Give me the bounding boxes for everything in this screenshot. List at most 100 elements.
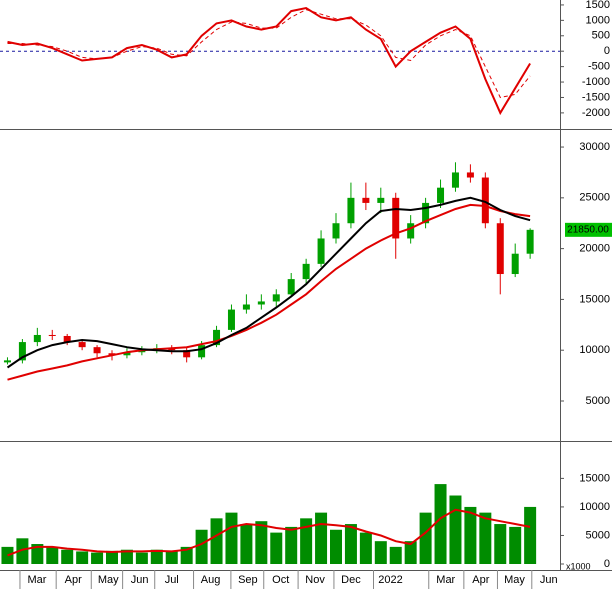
y-tick-label: -500 [588, 61, 610, 73]
candle-body [138, 350, 146, 353]
volume-bar [46, 546, 59, 564]
y-tick-label: 1000 [586, 14, 610, 26]
candle-body [377, 197, 385, 203]
candle-body [242, 304, 250, 310]
volume-bar [135, 552, 148, 564]
x-tick-label: Jun [131, 574, 149, 586]
unit-label: x1000 [566, 561, 591, 571]
volume-bar [106, 550, 118, 564]
candle-body [257, 301, 265, 305]
volume-bar [494, 524, 507, 564]
volume-bar [165, 551, 178, 564]
x-tick-label: Mar [27, 574, 46, 586]
candle-body [362, 197, 370, 203]
volume-bar [374, 541, 387, 564]
volume-bar [359, 532, 372, 564]
candle-body [3, 360, 11, 363]
x-tick-label: Dec [341, 574, 361, 586]
y-tick-label: 15000 [579, 293, 610, 305]
x-tick-label: Jul [165, 574, 179, 586]
candle-body [78, 342, 86, 348]
x-tick-label: Apr [65, 574, 82, 586]
volume-bar [270, 532, 283, 564]
line-series [6, 196, 531, 369]
y-tick-label: 500 [592, 30, 610, 42]
x-tick-label: Nov [305, 574, 325, 586]
volume-bar [344, 524, 357, 564]
volume-bar [210, 518, 223, 564]
candle-body [332, 223, 340, 239]
candle-body [437, 187, 445, 203]
volume-bar [120, 549, 133, 564]
candle-body [18, 342, 26, 361]
volume-bar [449, 495, 462, 564]
candle-body [481, 177, 489, 224]
candle-body [108, 353, 116, 356]
line-series [7, 6, 531, 116]
x-tick-label: Apr [472, 574, 489, 586]
candle-body [93, 347, 101, 354]
candle-body [392, 197, 400, 239]
volume-bar [419, 512, 432, 564]
x-tick-label: May [504, 574, 525, 586]
x-tick-label: Oct [272, 574, 289, 586]
candle-body [272, 294, 280, 302]
y-tick-label: 5000 [586, 395, 610, 407]
y-tick-label: 10000 [579, 501, 610, 513]
volume-bar [464, 506, 477, 564]
volume-bar [1, 546, 14, 564]
candle-body [123, 352, 131, 356]
volume-bar [285, 526, 298, 564]
candle-body [33, 334, 41, 343]
volume-bar [16, 538, 29, 564]
x-tick-label: May [98, 574, 119, 586]
volume-bar [76, 551, 89, 564]
volume-bar [300, 518, 313, 564]
candle-body [63, 335, 71, 343]
volume-bar [180, 546, 193, 564]
candle-body [213, 329, 221, 346]
x-tick-label: Jun [540, 574, 558, 586]
y-tick-label: 5000 [586, 529, 610, 541]
volume-bar [404, 541, 417, 564]
candle-body [227, 309, 235, 330]
candle-body [287, 279, 295, 295]
volume-bar [479, 512, 492, 564]
candle-body [48, 334, 56, 336]
y-tick-label: 1500 [586, 0, 610, 11]
volume-bar [195, 529, 208, 564]
volume-bar [524, 506, 537, 564]
volume-bar [315, 512, 328, 564]
candle-body [511, 253, 519, 275]
y-tick-label: -2000 [582, 107, 610, 119]
candle-body [407, 223, 415, 239]
y-tick-label: -1500 [582, 91, 610, 103]
candle-body [198, 345, 206, 358]
candle-body [347, 197, 355, 224]
line-series [7, 9, 531, 99]
x-tick-label: Aug [201, 574, 221, 586]
y-tick-label: 0 [604, 45, 610, 57]
candle-body [422, 202, 430, 224]
y-tick-label: 30000 [579, 141, 610, 153]
volume-bar [225, 512, 238, 564]
volume-bar [31, 544, 44, 564]
price-label: 21850.00 [567, 224, 609, 235]
volume-bar [509, 526, 522, 564]
candle-body [183, 350, 191, 358]
volume-bar [61, 549, 74, 564]
y-tick-label: -1000 [582, 76, 610, 88]
price-label-box [565, 222, 612, 237]
volume-bar [91, 552, 104, 564]
x-tick-label: Sep [238, 574, 258, 586]
y-tick-label: 20000 [579, 243, 610, 255]
volume-bar [389, 546, 402, 564]
candle-body [451, 172, 459, 188]
y-tick-label: 0 [604, 558, 610, 570]
candle-body [317, 238, 325, 264]
candle-body [496, 223, 504, 275]
y-tick-label: 15000 [579, 472, 610, 484]
volume-bar [150, 549, 163, 564]
candle-body [466, 172, 474, 178]
